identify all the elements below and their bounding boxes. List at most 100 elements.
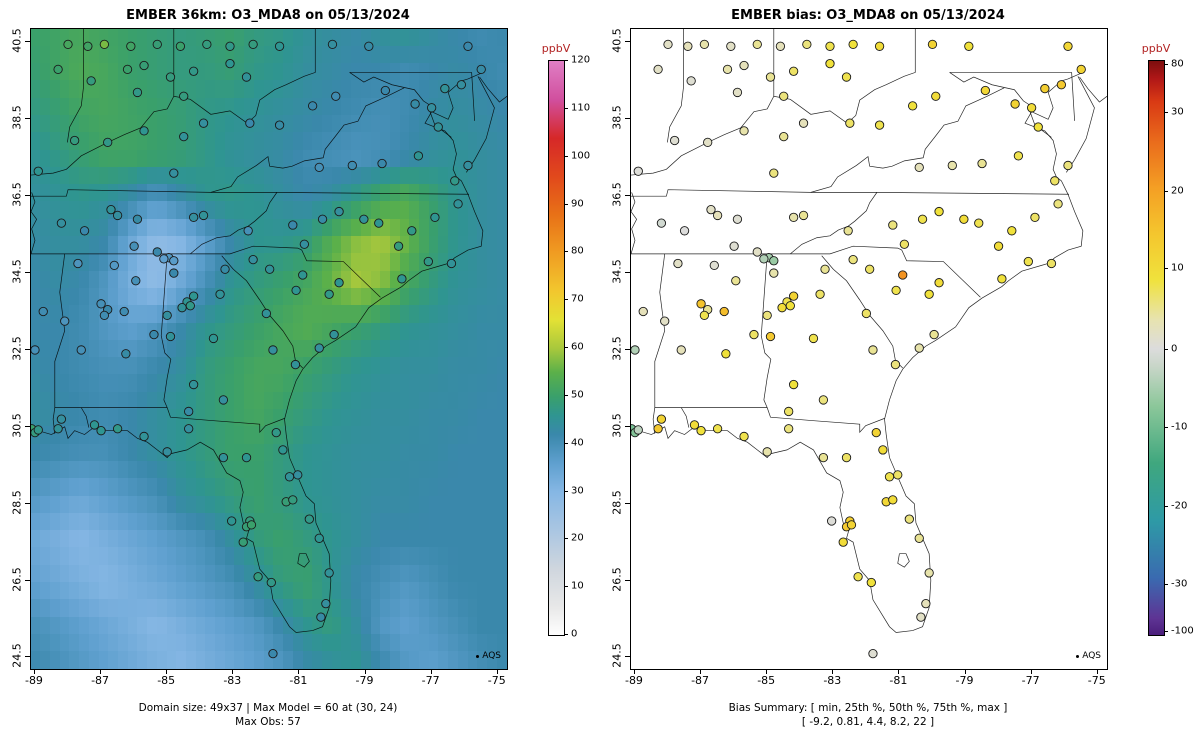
x-tick-label: -79 bbox=[955, 674, 974, 687]
colorbar-tick-mark bbox=[1164, 268, 1168, 270]
y-tick-label: 26.5 bbox=[10, 566, 24, 592]
colorbar-tick-label: -100 bbox=[1171, 625, 1194, 637]
colorbar-tick-label: 30 bbox=[1171, 106, 1184, 118]
colorbar-tick-mark bbox=[564, 490, 568, 492]
colorbar-tick-mark bbox=[1164, 631, 1168, 633]
y-tick-mark bbox=[625, 348, 630, 350]
colorbar-tick-label: 60 bbox=[571, 341, 584, 353]
right-aqs-legend: AQS bbox=[1076, 651, 1101, 661]
right-caption: Bias Summary: [ min, 25th %, 50th %, 75t… bbox=[630, 701, 1106, 729]
bias-map-figure: EMBER bias: O3_MDA8 on 05/13/2024 AQS pp… bbox=[600, 0, 1200, 750]
x-tick-mark bbox=[100, 669, 102, 674]
colorbar-tick-mark bbox=[564, 251, 568, 253]
y-tick-label: 38.5 bbox=[610, 105, 624, 131]
y-tick-label: 40.5 bbox=[610, 28, 624, 54]
right-colorbar-units-label: ppbV bbox=[1141, 42, 1171, 55]
colorbar-tick-mark bbox=[564, 347, 568, 348]
x-tick-mark bbox=[832, 669, 834, 674]
x-tick-mark bbox=[1030, 669, 1032, 674]
colorbar-tick-mark bbox=[564, 586, 568, 588]
x-tick-mark bbox=[964, 669, 966, 674]
y-tick-label: 34.5 bbox=[610, 259, 624, 284]
y-tick-mark bbox=[25, 656, 30, 658]
colorbar-tick-label: 10 bbox=[1171, 262, 1184, 274]
y-tick-label: 24.5 bbox=[610, 643, 624, 669]
x-tick-label: -85 bbox=[157, 674, 176, 687]
aqs-dot-icon bbox=[1076, 654, 1080, 658]
colorbar-tick-label: 0 bbox=[1171, 343, 1178, 355]
colorbar-tick-mark bbox=[1164, 64, 1168, 66]
colorbar-tick-label: 50 bbox=[571, 389, 584, 401]
aqs-dot-icon bbox=[476, 654, 480, 658]
colorbar-tick-mark bbox=[564, 394, 568, 396]
model-map-canvas bbox=[31, 29, 507, 669]
aqs-legend-label: AQS bbox=[1082, 651, 1101, 661]
colorbar-tick-label: 100 bbox=[571, 150, 591, 162]
left-colorbar bbox=[548, 60, 565, 636]
x-tick-mark bbox=[1096, 669, 1098, 674]
colorbar-tick-label: 40 bbox=[571, 437, 584, 449]
colorbar-tick-mark bbox=[564, 299, 568, 301]
y-tick-mark bbox=[25, 272, 30, 274]
left-plot-area: AQS bbox=[30, 28, 508, 670]
y-tick-label: 30.5 bbox=[610, 413, 624, 438]
y-tick-label: 28.5 bbox=[10, 489, 24, 515]
y-tick-mark bbox=[625, 579, 630, 581]
y-tick-label: 40.5 bbox=[10, 28, 24, 54]
y-tick-mark bbox=[25, 502, 30, 504]
left-caption-line1: Domain size: 49x37 | Max Model = 60 at (… bbox=[138, 702, 398, 714]
x-tick-label: -83 bbox=[823, 674, 842, 687]
colorbar-tick-label: 10 bbox=[571, 580, 584, 592]
colorbar-tick-label: -10 bbox=[1171, 421, 1188, 433]
x-tick-label: -79 bbox=[355, 674, 374, 687]
colorbar-tick-mark bbox=[564, 442, 568, 444]
y-tick-label: 36.5 bbox=[10, 182, 24, 207]
right-caption-line2: [ -9.2, 0.81, 4.4, 8.2, 22 ] bbox=[801, 716, 935, 728]
y-tick-mark bbox=[25, 195, 30, 197]
right-colorbar bbox=[1148, 60, 1165, 636]
x-tick-mark bbox=[430, 669, 432, 674]
x-tick-label: -89 bbox=[624, 674, 643, 687]
y-tick-label: 30.5 bbox=[10, 413, 24, 438]
colorbar-tick-label: 30 bbox=[571, 485, 584, 496]
y-tick-mark bbox=[25, 579, 30, 581]
x-tick-label: -77 bbox=[1021, 674, 1040, 687]
colorbar-tick-mark bbox=[564, 155, 568, 157]
x-tick-label: -75 bbox=[487, 674, 506, 687]
colorbar-tick-mark bbox=[1164, 584, 1168, 586]
y-tick-label: 32.5 bbox=[10, 336, 24, 361]
bias-map-canvas bbox=[631, 29, 1107, 669]
x-tick-label: -87 bbox=[91, 674, 110, 687]
colorbar-tick-mark bbox=[1164, 190, 1168, 192]
y-tick-mark bbox=[25, 118, 30, 120]
colorbar-tick-mark bbox=[1164, 505, 1168, 507]
x-tick-mark bbox=[700, 669, 702, 674]
right-plot-title: EMBER bias: O3_MDA8 on 05/13/2024 bbox=[731, 8, 1005, 23]
x-tick-mark bbox=[33, 669, 35, 674]
y-tick-label: 24.5 bbox=[10, 643, 24, 669]
colorbar-tick-mark bbox=[564, 60, 568, 61]
colorbar-tick-label: 80 bbox=[1171, 58, 1184, 70]
x-tick-mark bbox=[898, 669, 900, 674]
x-tick-mark bbox=[496, 669, 498, 674]
colorbar-tick-mark bbox=[1164, 427, 1168, 429]
y-tick-mark bbox=[25, 425, 30, 427]
x-tick-mark bbox=[298, 669, 300, 674]
colorbar-tick-mark bbox=[564, 107, 568, 109]
colorbar-tick-label: 70 bbox=[571, 293, 584, 305]
y-tick-label: 32.5 bbox=[610, 336, 624, 361]
x-tick-label: -77 bbox=[421, 674, 440, 687]
colorbar-tick-label: 120 bbox=[571, 54, 591, 66]
y-tick-label: 38.5 bbox=[10, 105, 24, 131]
colorbar-tick-label: 90 bbox=[571, 198, 584, 209]
colorbar-tick-mark bbox=[564, 538, 568, 540]
colorbar-tick-label: -30 bbox=[1171, 578, 1188, 590]
right-plot-area: AQS bbox=[630, 28, 1108, 670]
y-tick-mark bbox=[625, 502, 630, 504]
left-colorbar-units-label: ppbV bbox=[541, 42, 571, 55]
left-caption-line2: Max Obs: 57 bbox=[235, 716, 301, 728]
y-tick-mark bbox=[625, 425, 630, 427]
y-tick-label: 34.5 bbox=[10, 259, 24, 284]
x-tick-label: -75 bbox=[1087, 674, 1106, 687]
